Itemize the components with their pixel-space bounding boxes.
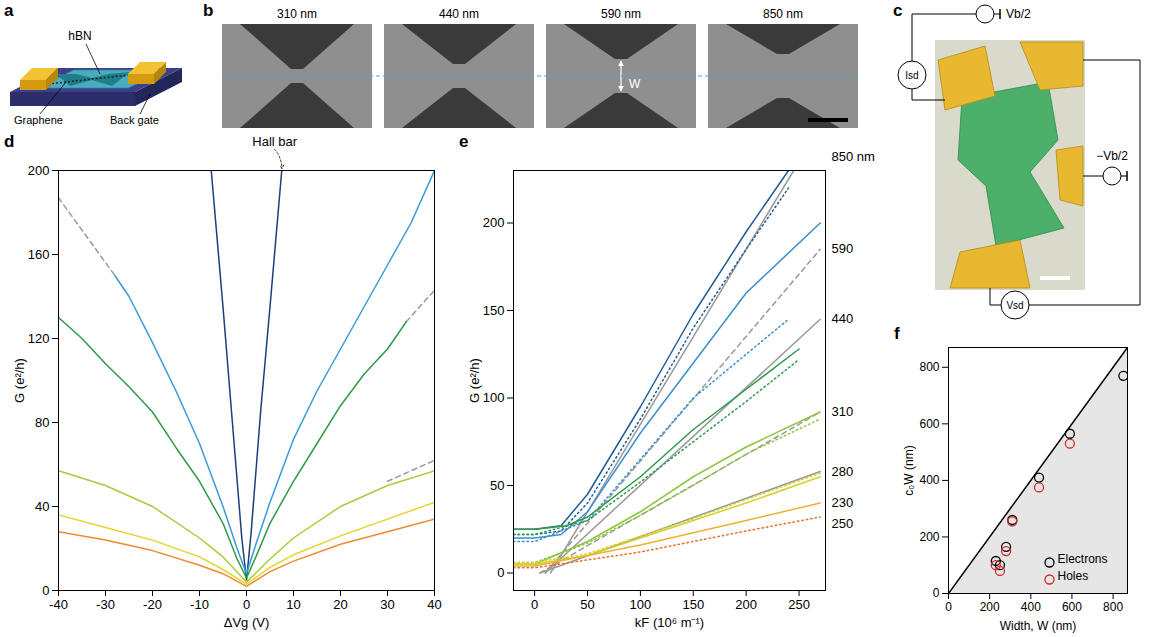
svg-text:Holes: Holes xyxy=(1058,569,1089,583)
svg-text:850 nm: 850 nm xyxy=(763,7,803,21)
svg-text:0: 0 xyxy=(42,583,49,598)
svg-text:80: 80 xyxy=(35,415,49,430)
svg-text:150: 150 xyxy=(682,597,704,612)
svg-text:30: 30 xyxy=(380,597,394,612)
svg-text:400: 400 xyxy=(1021,600,1041,614)
svg-text:Vb/2: Vb/2 xyxy=(1006,7,1031,21)
svg-text:20: 20 xyxy=(333,597,347,612)
html-text:d: d xyxy=(4,132,15,151)
svg-text:kF (10⁶ m⁻¹): kF (10⁶ m⁻¹) xyxy=(635,615,704,630)
svg-text:230: 230 xyxy=(832,495,854,510)
svg-text:600: 600 xyxy=(1062,600,1082,614)
svg-text:0: 0 xyxy=(531,597,538,612)
svg-text:ΔVg (V): ΔVg (V) xyxy=(224,615,270,630)
svg-text:40: 40 xyxy=(35,499,49,514)
svg-text:G (e²/h): G (e²/h) xyxy=(467,358,482,403)
svg-text:800: 800 xyxy=(919,360,939,374)
svg-text:Electrons: Electrons xyxy=(1058,552,1108,566)
svg-text:600: 600 xyxy=(919,417,939,431)
svg-text:310: 310 xyxy=(832,404,854,419)
svg-text:250: 250 xyxy=(832,516,854,531)
svg-text:310 nm: 310 nm xyxy=(277,7,317,21)
svg-text:50: 50 xyxy=(580,597,594,612)
svg-text:Vsd: Vsd xyxy=(1006,300,1023,311)
svg-text:Hall bar: Hall bar xyxy=(252,134,297,149)
svg-text:100: 100 xyxy=(483,390,505,405)
svg-text:-40: -40 xyxy=(49,597,68,612)
svg-text:590 nm: 590 nm xyxy=(601,7,641,21)
svg-text:200: 200 xyxy=(980,600,1000,614)
svg-text:Back gate: Back gate xyxy=(110,114,159,126)
svg-text:c: c xyxy=(893,1,902,20)
html-text:e: e xyxy=(459,132,469,151)
svg-text:Graphene: Graphene xyxy=(14,114,63,126)
svg-text:W: W xyxy=(629,77,641,91)
svg-text:Width, W (nm): Width, W (nm) xyxy=(1000,619,1077,633)
svg-text:0: 0 xyxy=(497,565,504,580)
svg-text:250: 250 xyxy=(788,597,810,612)
svg-text:440: 440 xyxy=(832,311,854,326)
svg-text:40: 40 xyxy=(427,597,441,612)
svg-text:10: 10 xyxy=(286,597,300,612)
svg-text:590: 590 xyxy=(832,241,854,256)
svg-text:b: b xyxy=(203,1,213,20)
svg-text:0: 0 xyxy=(243,597,250,612)
svg-text:G (e²/h): G (e²/h) xyxy=(12,358,27,403)
svg-text:200: 200 xyxy=(919,530,939,544)
svg-text:200: 200 xyxy=(483,215,505,230)
svg-text:0: 0 xyxy=(933,586,940,600)
svg-text:hBN: hBN xyxy=(68,29,91,43)
svg-text:440 nm: 440 nm xyxy=(439,7,479,21)
svg-text:160: 160 xyxy=(28,247,50,262)
svg-text:200: 200 xyxy=(735,597,757,612)
svg-text:0: 0 xyxy=(945,600,952,614)
svg-text:50: 50 xyxy=(490,478,504,493)
svg-text:-20: -20 xyxy=(143,597,162,612)
svg-text:120: 120 xyxy=(28,331,50,346)
svg-text:150: 150 xyxy=(483,303,505,318)
svg-text:Isd: Isd xyxy=(905,70,918,81)
svg-text:850 nm: 850 nm xyxy=(832,149,875,164)
svg-text:−Vb/2: −Vb/2 xyxy=(1096,149,1128,163)
svg-text:-10: -10 xyxy=(190,597,209,612)
svg-text:a: a xyxy=(4,1,14,20)
svg-text:c₀W (nm): c₀W (nm) xyxy=(902,445,916,495)
html-text:f: f xyxy=(894,324,900,343)
svg-text:-30: -30 xyxy=(96,597,115,612)
svg-text:200: 200 xyxy=(28,163,50,178)
svg-text:280: 280 xyxy=(832,464,854,479)
svg-text:400: 400 xyxy=(919,473,939,487)
svg-text:100: 100 xyxy=(630,597,652,612)
svg-text:800: 800 xyxy=(1103,600,1123,614)
